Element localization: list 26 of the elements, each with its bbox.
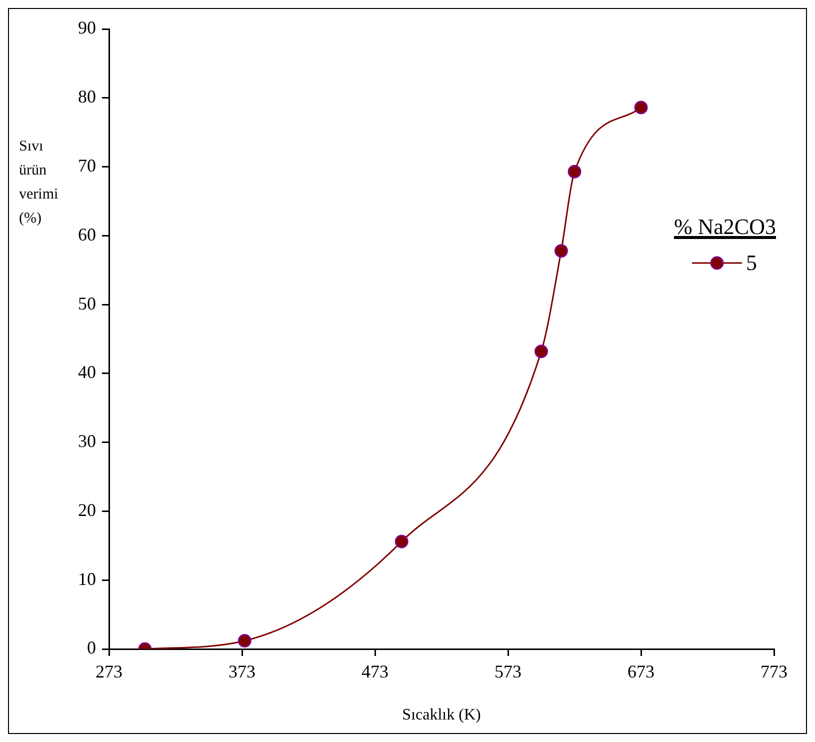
legend-title: % Na2CO3 [674,214,776,240]
y-tick-label: 10 [78,568,96,589]
y-tick-label: 0 [87,638,96,658]
y-tick-label: 30 [78,431,96,452]
point [238,634,252,648]
point [534,344,548,358]
x-tick-label: 473 [362,662,388,682]
y-tick-label: 40 [78,362,96,382]
x-tick-label: 573 [494,662,522,682]
legend-label: 5 [746,250,757,276]
y-tick-label: 60 [78,224,96,244]
point [554,244,568,258]
x-axis-title: Sıcaklık (K) [402,706,481,724]
point [568,164,582,178]
y-axis-title: Sıvı ürün verimi (%) [19,138,58,226]
x-tick-label: 773 [760,662,788,682]
x-tick-label: 273 [96,662,122,682]
x-tick-label: 373 [228,662,256,682]
point [634,100,648,114]
y-tick-label: 20 [78,500,96,520]
y-tick-label: 80 [78,86,96,107]
y-tick-label: 70 [78,156,96,176]
x-tick-label: 673 [628,662,654,682]
point [394,534,408,548]
y-tick-label: 90 [78,18,96,38]
y-tick-label: 50 [78,293,96,314]
